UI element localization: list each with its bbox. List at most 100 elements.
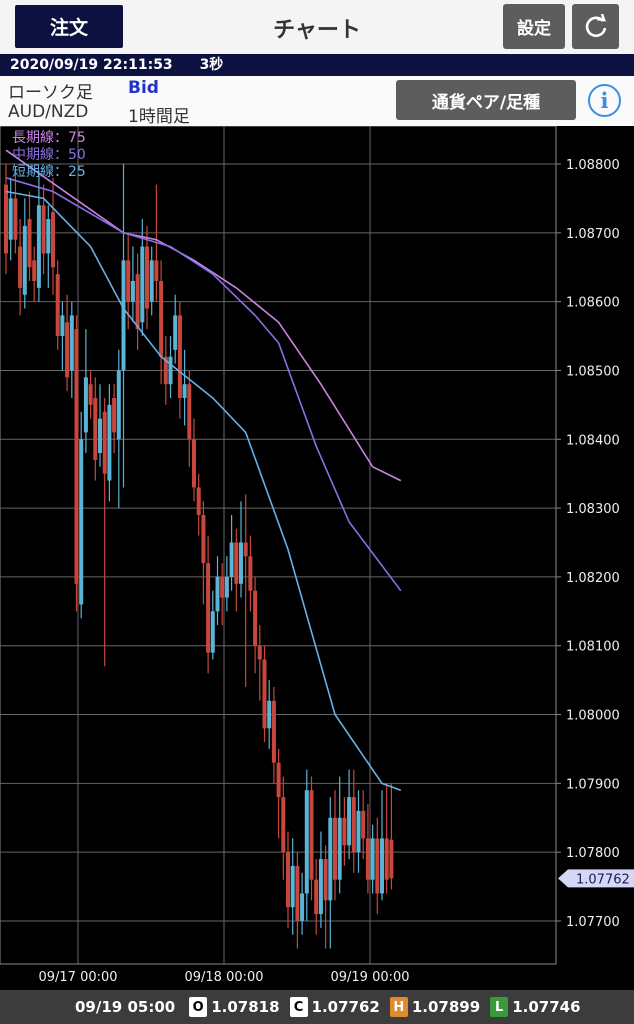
candle-body — [389, 839, 394, 879]
candle-body — [107, 404, 112, 481]
candle-body — [116, 370, 121, 440]
candle-body — [51, 212, 55, 268]
candle-body — [333, 817, 337, 880]
info-icon[interactable]: i — [588, 84, 621, 117]
ohlc-bar: 09/19 05:00 O 1.07818 C 1.07762 H 1.0789… — [0, 990, 634, 1024]
current-price-label: 1.07762 — [576, 872, 630, 887]
current-price-tag — [558, 869, 634, 888]
low-value: 1.07746 — [512, 998, 581, 1016]
candle-body — [309, 790, 314, 880]
refresh-button[interactable] — [572, 4, 619, 49]
candle-body — [234, 542, 239, 584]
chart-canvas[interactable]: 1.08800 1.08700 1.08600 1.08500 1.08400 1.083… — [0, 126, 634, 990]
candle-body — [347, 797, 352, 846]
order-button[interactable]: 注文 — [15, 5, 123, 48]
info-bar: ローソク足 Bid AUD/NZD 1時間足 通貨ペア/足種 i — [0, 76, 634, 127]
candle-body — [361, 810, 366, 839]
candle-body — [22, 225, 27, 295]
candle-body — [46, 219, 51, 254]
y-tick-label: 1.08000 — [566, 709, 620, 724]
y-tick-label: 1.07800 — [566, 846, 620, 861]
ma-long-line — [5, 149, 402, 482]
candle-body — [98, 418, 102, 454]
legend-short-ma: 短期線：25 — [12, 164, 86, 180]
y-tick-label: 1.07700 — [566, 915, 620, 930]
candle-body — [295, 865, 300, 921]
candle-body — [328, 817, 333, 901]
candle-body — [8, 198, 13, 240]
candle-body — [74, 329, 79, 584]
candle-body — [79, 439, 84, 605]
candle-body — [215, 576, 220, 612]
ma-legend: 長期線：75 中期線：50 短期線：25 — [12, 130, 86, 181]
currency-pair-label: AUD/NZD — [8, 102, 89, 122]
ohlc-time: 09/19 05:00 — [75, 998, 176, 1016]
candle-body — [192, 439, 196, 488]
candle-body — [257, 645, 262, 660]
y-tick-label: 1.08200 — [566, 571, 620, 586]
candle-body — [102, 411, 107, 474]
candle-body — [187, 384, 192, 440]
legend-mid-ma: 中期線：50 — [12, 147, 86, 163]
x-tick-label: 09/17 00:00 — [38, 970, 117, 985]
candle-body — [210, 611, 215, 653]
candle-body — [168, 356, 173, 385]
candle-body — [314, 879, 319, 915]
candle-body — [337, 817, 342, 880]
candle-body — [112, 397, 117, 433]
candle-body — [145, 246, 149, 309]
candle-body — [126, 260, 131, 302]
high-value: 1.07899 — [411, 998, 481, 1016]
candle-body — [342, 817, 347, 846]
ma-mid-line — [5, 177, 402, 592]
candle-body — [135, 274, 140, 330]
price-type-label: Bid — [128, 78, 159, 98]
candle-body — [41, 205, 46, 254]
y-tick-label: 1.08300 — [566, 502, 620, 517]
y-tick-label: 1.08400 — [566, 433, 620, 448]
candle-body — [370, 838, 375, 880]
candle-body — [248, 556, 253, 591]
open-value: 1.07818 — [211, 998, 280, 1016]
candle-body — [243, 542, 248, 557]
candle-body — [239, 542, 243, 584]
candle-body — [154, 260, 159, 281]
candle-body — [182, 384, 187, 398]
candle-body — [196, 487, 201, 515]
status-interval: 3秒 — [199, 57, 224, 73]
y-tick-label: 1.08100 — [566, 640, 620, 655]
candle-body — [318, 859, 323, 915]
candle-body — [163, 356, 168, 385]
candle-body — [267, 700, 272, 729]
candle-body — [323, 859, 328, 901]
candle-body — [375, 838, 380, 894]
candlestick-chart[interactable]: 1.08800 1.08700 1.08600 1.08500 1.08400 1.083… — [0, 126, 634, 990]
low-badge: L — [490, 997, 509, 1017]
settings-button[interactable]: 設定 — [503, 4, 565, 49]
candle-body — [290, 865, 295, 908]
candle-body — [18, 246, 23, 288]
close-value: 1.07762 — [311, 998, 380, 1016]
timeframe-label: 1時間足 — [128, 107, 190, 127]
candle-body — [130, 280, 135, 302]
status-bar: 2020/09/19 22:11:53 3秒 — [0, 54, 634, 76]
candle-body — [351, 797, 356, 853]
candle-body — [140, 246, 145, 323]
candle-body — [262, 659, 267, 729]
top-bar: 注文 チャート 設定 — [0, 0, 634, 54]
x-tick-label: 09/18 00:00 — [184, 970, 263, 985]
candle-body — [300, 893, 305, 921]
candle-body — [229, 542, 234, 577]
candle-body — [253, 590, 258, 646]
y-tick-label: 1.08700 — [566, 227, 620, 242]
candle-body — [149, 260, 154, 302]
candle-body — [384, 838, 389, 880]
y-tick-label: 1.08800 — [566, 158, 620, 173]
candle-body — [380, 838, 384, 894]
pair-timeframe-button[interactable]: 通貨ペア/足種 — [396, 80, 576, 120]
chart-type-label: ローソク足 — [8, 83, 93, 103]
legend-long-ma: 長期線：75 — [12, 130, 86, 146]
candle-body — [60, 315, 65, 337]
y-tick-label: 1.07900 — [566, 777, 620, 792]
close-badge: C — [289, 997, 308, 1017]
